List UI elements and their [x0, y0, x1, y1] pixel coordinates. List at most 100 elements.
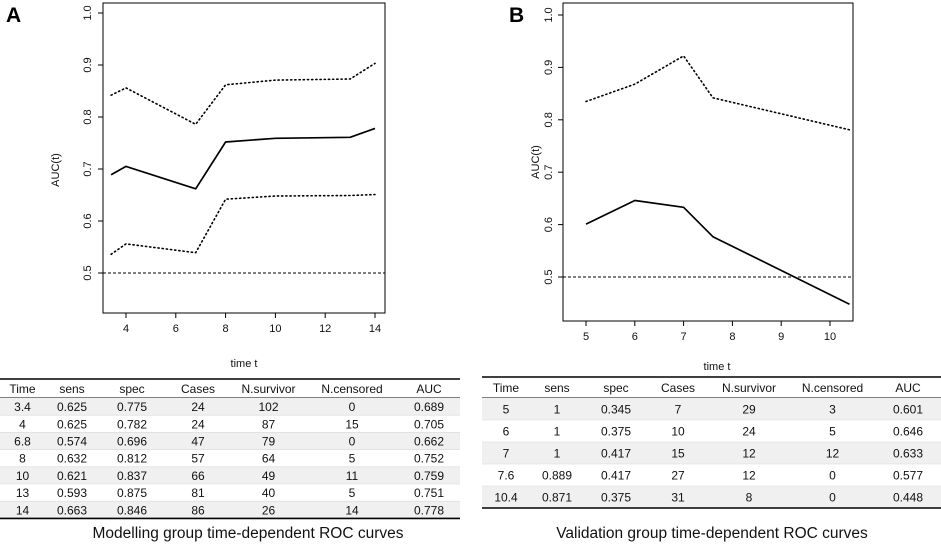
table-cell: 0.662	[414, 435, 444, 449]
table-cell: 11	[346, 469, 359, 483]
table-cell: 7	[675, 403, 682, 417]
table-header-cell: spec	[603, 381, 628, 395]
table-cell: 10	[671, 425, 685, 439]
table-cell: 0.696	[117, 435, 147, 449]
table-row-stripe	[0, 432, 460, 450]
table-cell: 8	[19, 452, 26, 466]
table-header-cell: N.survivor	[722, 381, 776, 395]
table-cell: 0.871	[542, 491, 572, 505]
table-cell: 0.632	[57, 452, 87, 466]
table-cell: 0	[349, 435, 356, 449]
y-tick-label: 0.8	[82, 109, 94, 124]
y-axis-title: AUC(t)	[530, 145, 542, 179]
table-cell: 24	[742, 425, 756, 439]
x-axis-title: time t	[231, 358, 258, 370]
x-tick-label: 8	[223, 323, 229, 335]
table-cell: 12	[826, 447, 840, 461]
table-cell: 1	[554, 403, 561, 417]
table-cell: 81	[191, 486, 205, 500]
table-cell: 0	[829, 491, 836, 505]
table-cell: 5	[349, 486, 356, 500]
table-cell: 27	[671, 469, 685, 483]
y-tick-label: 1.0	[82, 5, 94, 20]
table-cell: 0.577	[893, 469, 923, 483]
table-cell: 0.751	[414, 486, 444, 500]
table-cell: 0.759	[414, 469, 444, 483]
table-header-cell: sens	[544, 381, 569, 395]
x-tick-label: 9	[778, 331, 784, 343]
table-cell: 6	[503, 425, 510, 439]
table-cell: 15	[671, 447, 685, 461]
y-tick-label: 0.7	[82, 161, 94, 176]
table-row-stripe	[482, 398, 941, 420]
table-cell: 0.375	[601, 491, 631, 505]
table-cell: 0.837	[117, 469, 147, 483]
table-cell: 3.4	[14, 400, 31, 414]
y-tick-label: 1.0	[543, 7, 555, 22]
table-cell: 86	[191, 503, 205, 517]
x-tick-label: 8	[729, 331, 735, 343]
table-cell: 0.812	[117, 452, 147, 466]
x-tick-label: 14	[369, 323, 381, 335]
table-cell: 0.574	[57, 435, 87, 449]
table-cell: 0.448	[893, 491, 923, 505]
y-tick-label: 0.7	[543, 165, 555, 180]
table-cell: 7.6	[498, 469, 515, 483]
panel-caption: Modelling group time-dependent ROC curve…	[92, 525, 403, 542]
table-header-cell: sens	[59, 382, 84, 396]
table-header-cell: spec	[119, 382, 144, 396]
table-cell: 13	[16, 486, 30, 500]
table-cell: 57	[191, 452, 205, 466]
table-header-cell: Cases	[661, 381, 695, 395]
table-cell: 0.633	[893, 447, 923, 461]
table-cell: 0	[349, 400, 356, 414]
table-cell: 49	[262, 469, 276, 483]
panel-label: B	[509, 4, 524, 27]
table-header-cell: AUC	[416, 382, 442, 396]
table-cell: 66	[191, 469, 205, 483]
table-header-cell: N.survivor	[241, 382, 295, 396]
table-cell: 12	[742, 447, 756, 461]
table-cell: 40	[262, 486, 276, 500]
table-cell: 0.417	[601, 469, 631, 483]
table-cell: 6.8	[14, 435, 31, 449]
table-cell: 0.646	[893, 425, 923, 439]
panel-caption: Validation group time-dependent ROC curv…	[556, 525, 868, 542]
table-cell: 10	[16, 469, 30, 483]
table-cell: 0.375	[601, 425, 631, 439]
table-row-stripe	[0, 398, 460, 416]
table-cell: 0.705	[414, 417, 444, 431]
table-header-cell: Cases	[181, 382, 215, 396]
x-tick-label: 6	[173, 323, 179, 335]
table-cell: 0.775	[117, 400, 147, 414]
table-header-cell: N.censored	[321, 382, 382, 396]
table-cell: 24	[191, 417, 205, 431]
table-cell: 87	[262, 417, 276, 431]
table-cell: 102	[258, 400, 278, 414]
table-cell: 0.593	[57, 486, 87, 500]
table-cell: 14	[16, 503, 30, 517]
table-cell: 3	[829, 403, 836, 417]
table-header-cell: N.censored	[802, 381, 863, 395]
table-cell: 5	[349, 452, 356, 466]
table-cell: 29	[742, 403, 756, 417]
x-axis-title: time t	[704, 361, 731, 373]
table-cell: 0.625	[57, 400, 87, 414]
x-tick-label: 7	[681, 331, 687, 343]
y-tick-label: 0.5	[82, 265, 94, 280]
table-cell: 0.846	[117, 503, 147, 517]
table-cell: 64	[262, 452, 276, 466]
table-cell: 26	[262, 503, 276, 517]
table-row-stripe	[482, 486, 941, 508]
table-row-stripe	[0, 466, 460, 484]
table-cell: 79	[262, 435, 276, 449]
y-tick-label: 0.8	[543, 112, 555, 127]
y-tick-label: 0.9	[82, 57, 94, 72]
auc-line	[585, 199, 850, 305]
panel-label: A	[6, 4, 21, 27]
auc-line	[110, 127, 376, 190]
y-tick-label: 0.6	[82, 213, 94, 228]
table-cell: 24	[191, 400, 205, 414]
